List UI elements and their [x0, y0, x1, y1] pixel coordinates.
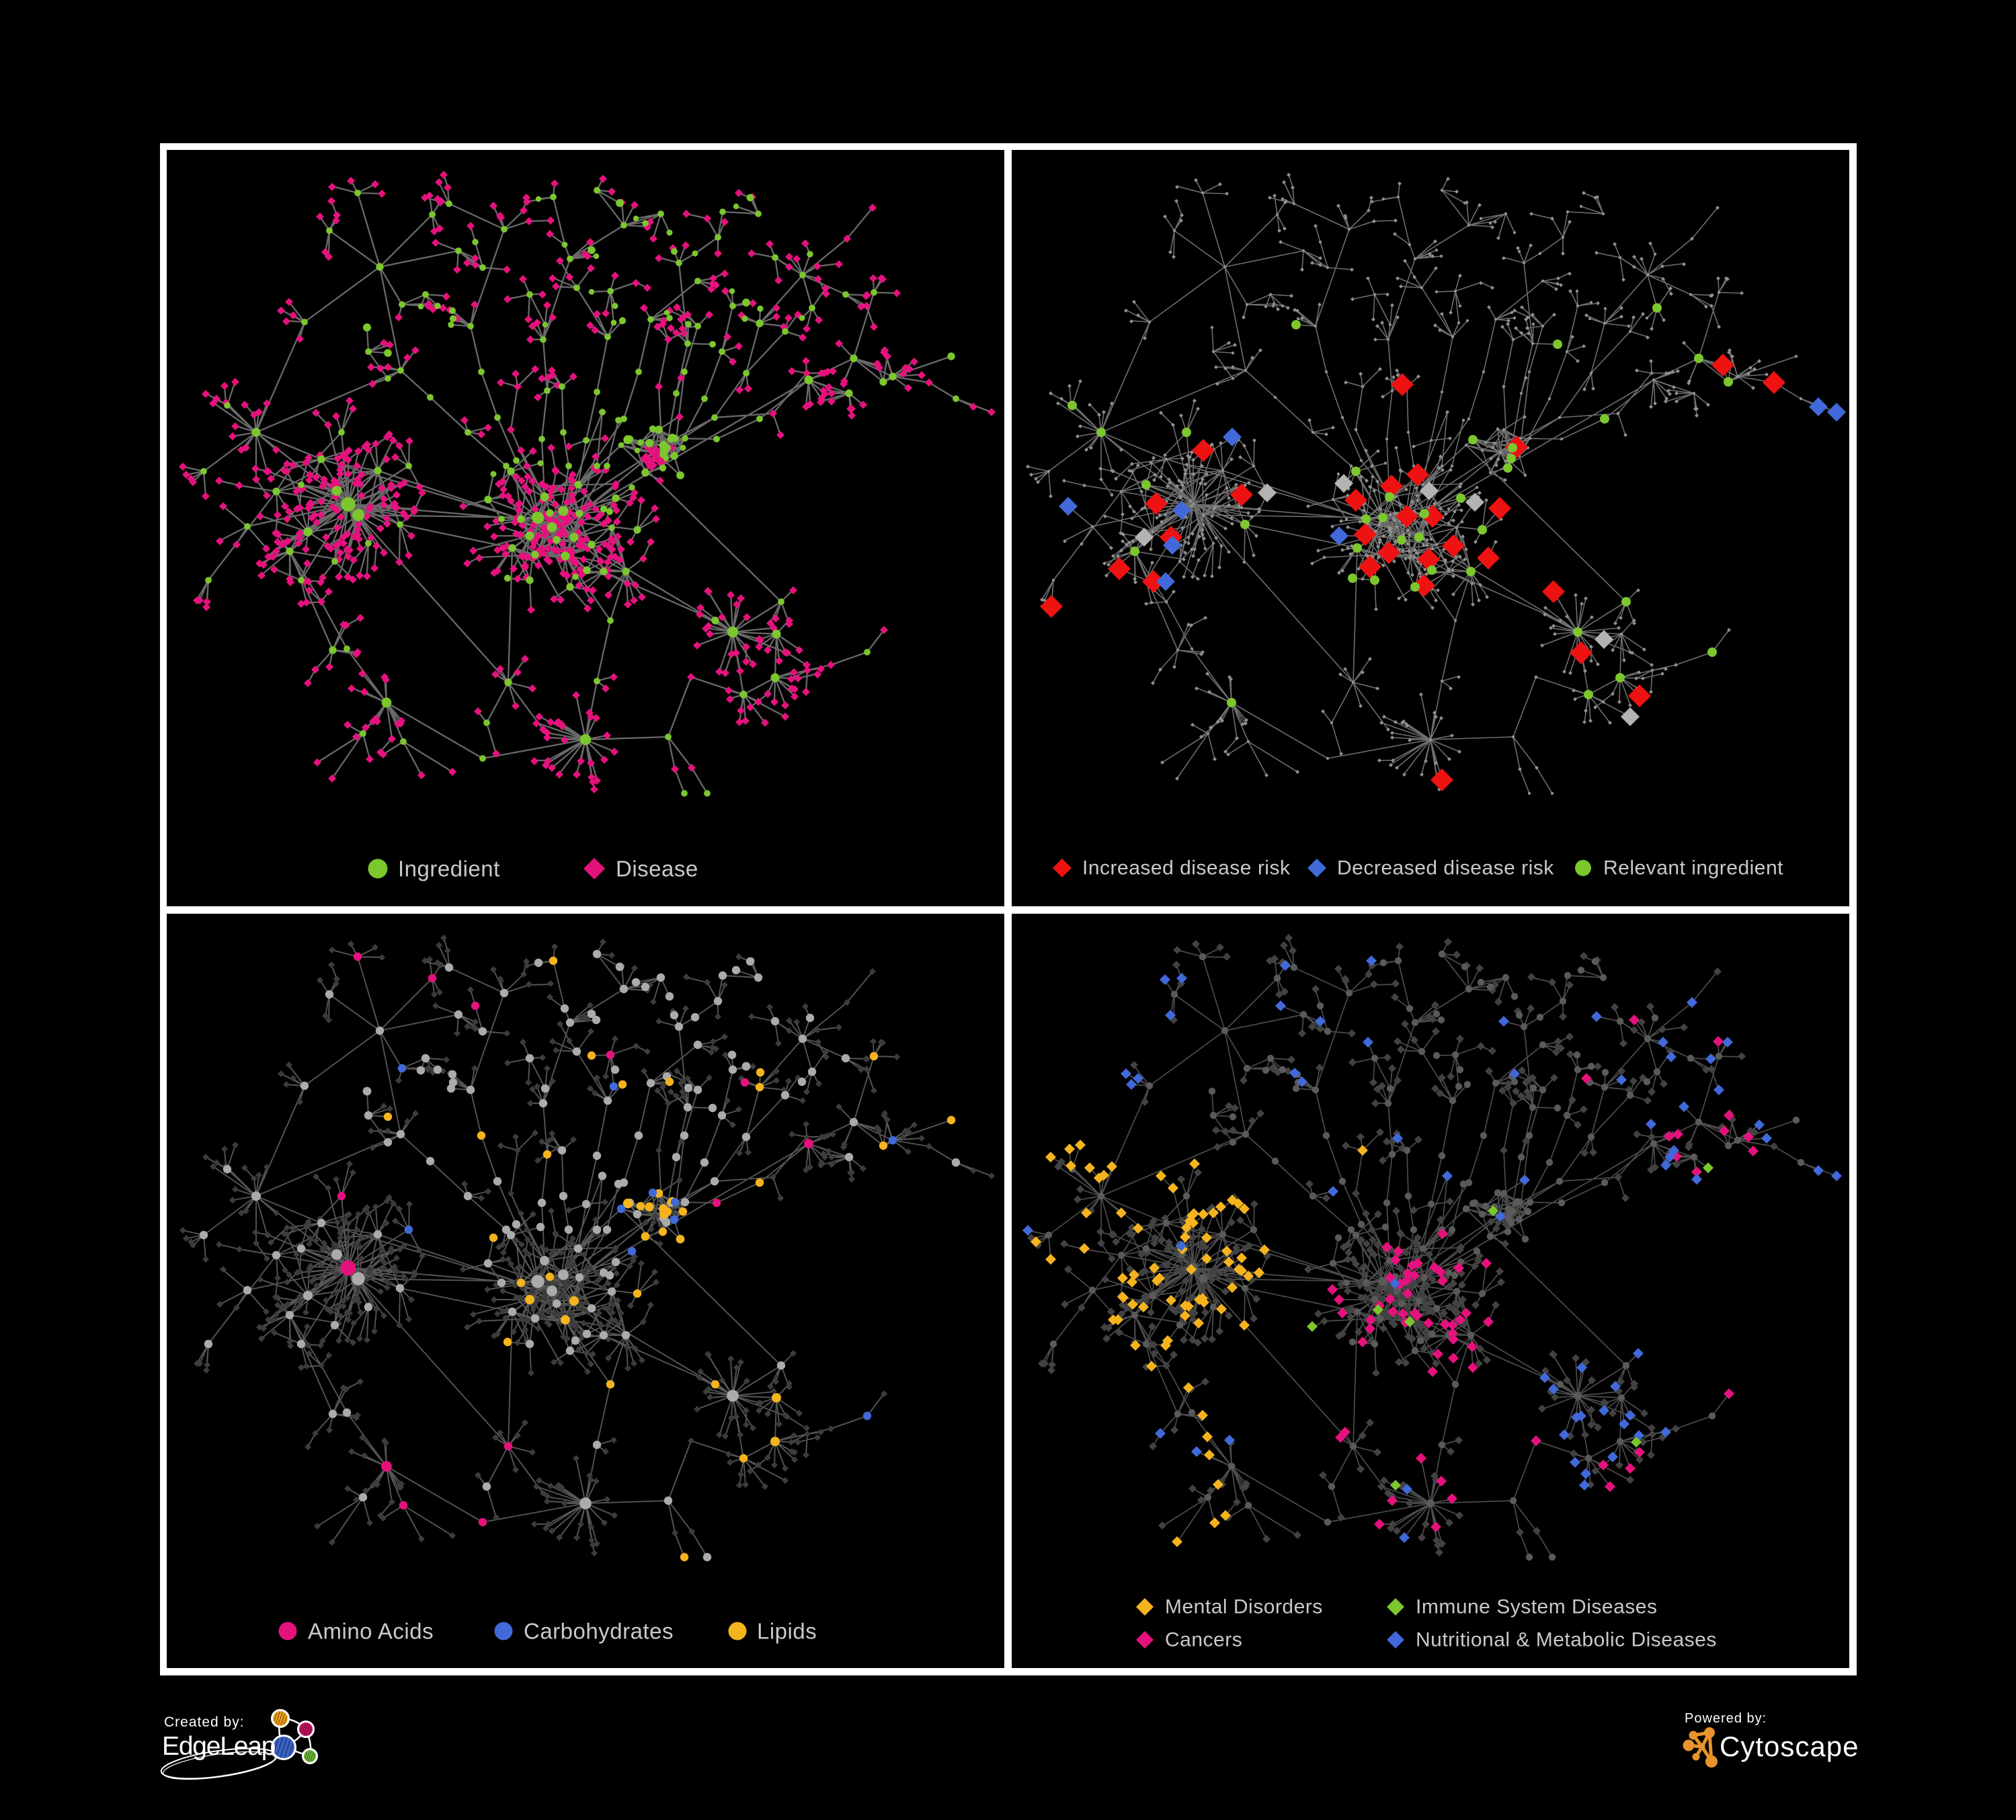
svg-text:Created by:: Created by: [164, 1714, 245, 1730]
svg-text:Powered by:: Powered by: [1685, 1711, 1767, 1726]
svg-text:Amino Acids: Amino Acids [308, 1619, 434, 1644]
svg-text:Relevant ingredient: Relevant ingredient [1603, 857, 1783, 879]
svg-text:Cytoscape: Cytoscape [1720, 1731, 1859, 1762]
svg-text:Decreased disease risk: Decreased disease risk [1337, 857, 1554, 879]
svg-text:Nutritional & Metabolic Diseas: Nutritional & Metabolic Diseases [1416, 1629, 1717, 1651]
svg-text:Ingredient: Ingredient [398, 857, 500, 881]
svg-text:EdgeLeap: EdgeLeap [162, 1732, 276, 1761]
svg-text:Mental Disorders: Mental Disorders [1165, 1596, 1323, 1618]
svg-text:Lipids: Lipids [757, 1619, 817, 1644]
svg-text:Carbohydrates: Carbohydrates [524, 1619, 674, 1644]
svg-text:Cancers: Cancers [1165, 1629, 1242, 1651]
svg-text:Immune System Diseases: Immune System Diseases [1416, 1596, 1657, 1618]
svg-text:Disease: Disease [616, 857, 698, 881]
svg-text:Increased disease risk: Increased disease risk [1082, 857, 1291, 879]
